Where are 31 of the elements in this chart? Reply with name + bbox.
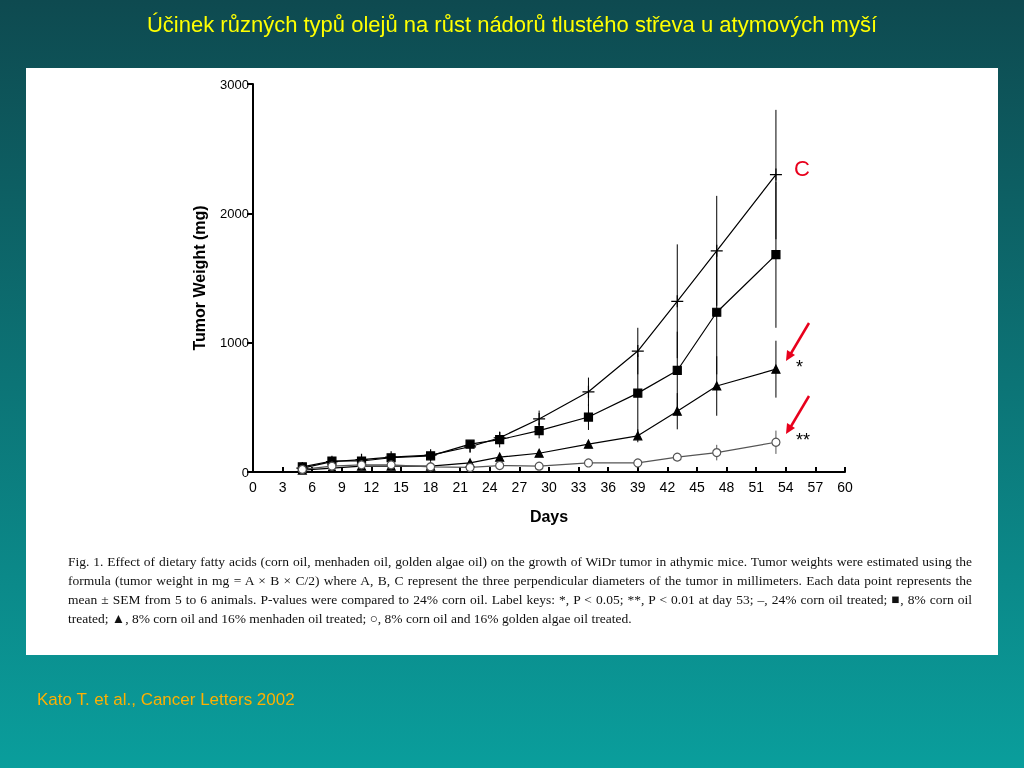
chart-title: Účinek různých typů olejů na růst nádorů tlustého střeva u atymových myší xyxy=(146,12,878,38)
x-tick-label: 51 xyxy=(748,479,765,495)
x-tick-label: 9 xyxy=(337,479,346,495)
x-axis-title: Days xyxy=(529,507,569,525)
x-tick-label: 45 xyxy=(689,479,705,495)
annotation: * xyxy=(795,357,803,379)
y-tick-label: 1000 xyxy=(220,335,249,351)
x-tick-label: 54 xyxy=(778,479,794,495)
x-tick-label: 33 xyxy=(570,479,587,495)
caption: Fig. 1. Effect of dietary fatty acids (corn oil, menhaden oil, golden algae oil) on the growth of WiDr tumor in athymic mice. Tumor weights were estimated using the formula (tumor weight in mg = A × B × C/2) where A, B, C represent the three perpendicular diameters of the tumor in millimeters. Each data point represents the mean ± SEM from 5 to 6 animals. P-values were compared to 24% corn oil. Label keys: *, P < 0.05; **, P < 0.01 at day 53; –, 24% corn oil treated; ■, 8% corn oil treated; ▲, 8% corn oil and 16% menhaden oil treated; ○, 8% corn oil and 16% golden algae oil treated. xyxy=(68,553,972,628)
x-tick-label: 15 xyxy=(393,479,409,495)
x-tick-label: 21 xyxy=(452,479,469,495)
x-tick-label: 57 xyxy=(807,479,824,495)
annotation: ** xyxy=(795,430,810,452)
y-axis-title: Tumor Weight (mg) xyxy=(190,205,208,351)
x-tick-label: 18 xyxy=(422,479,439,495)
x-tick-label: 30 xyxy=(541,479,557,495)
x-tick-label: 48 xyxy=(718,479,735,495)
x-tick-label: 27 xyxy=(511,479,528,495)
x-tick-label: 24 xyxy=(482,479,498,495)
series-label: C xyxy=(793,156,810,182)
x-tick-label: 36 xyxy=(600,479,617,495)
y-tick-label: 2000 xyxy=(220,205,249,221)
x-tick-label: 3 xyxy=(278,479,287,495)
x-tick-label: 39 xyxy=(630,479,646,495)
x-tick-label: 60 xyxy=(837,479,853,495)
text: Kato T. et al., Cancer Letters 2002 xyxy=(37,690,295,710)
x-tick-label: 42 xyxy=(659,479,676,495)
y-tick-label: 3000 xyxy=(220,76,249,92)
x-tick-label: 6 xyxy=(308,479,317,495)
x-tick-label: 12 xyxy=(363,479,380,495)
